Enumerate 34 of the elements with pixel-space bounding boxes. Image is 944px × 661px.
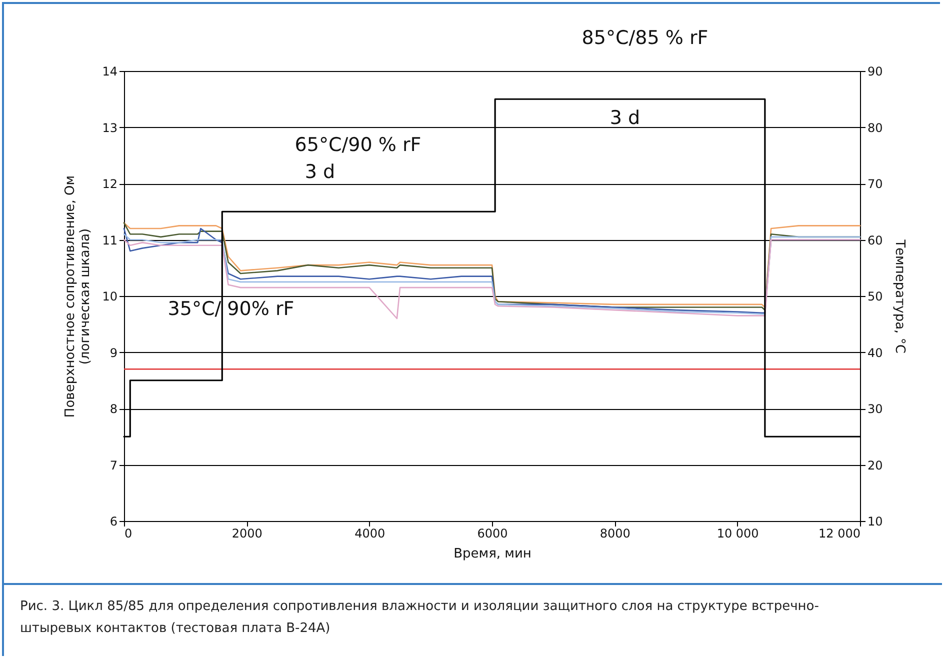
- x-tick-label: 12 000: [818, 526, 860, 540]
- y2-tick-label: 70: [868, 177, 883, 191]
- y2-axis-title: Температура, °C: [892, 238, 907, 354]
- y2-tick-label: 60: [868, 233, 883, 248]
- x-tick-label: 8000: [600, 526, 630, 540]
- text: Рис. 3. Цикл 85/85 для определения сопротивления влажности и изоляции защитного слоя на структуре встречно-штыревых контактов (тестовая плата B-24A): [20, 598, 820, 638]
- y2-tick-label: 80: [868, 120, 883, 135]
- y-tick-label: 7: [110, 458, 118, 472]
- x-tick-label: 0: [124, 526, 132, 540]
- y2-tick-label: 10: [868, 514, 883, 528]
- y-tick-label: 12: [102, 177, 118, 191]
- y-tick-label: 13: [102, 120, 118, 135]
- y-tick-label: 9: [110, 346, 118, 360]
- y-tick-label: 8: [110, 402, 118, 416]
- y-tick-label: 10: [102, 290, 118, 304]
- y-tick-label: 6: [110, 514, 118, 528]
- y2-tick-label: 20: [868, 458, 883, 472]
- x-tick-label: 2000: [232, 526, 262, 540]
- y2-tick-label: 50: [868, 290, 883, 304]
- annotation: 3 d: [610, 107, 640, 129]
- y-tick-label: 14: [102, 64, 118, 78]
- y-tick-label: 11: [102, 233, 118, 248]
- text: 85°C/85 % rF: [582, 27, 708, 49]
- x-axis-title: Время, мин: [454, 546, 532, 562]
- y2-tick-label: 90: [868, 64, 883, 78]
- y2-tick-label: 30: [868, 402, 883, 416]
- annotation: 65°C/90 % rF: [294, 134, 422, 156]
- x-tick-label: 6000: [477, 526, 508, 540]
- x-tick-label: 4000: [354, 526, 386, 540]
- annotation: 35°C/ 90% rF: [168, 298, 294, 320]
- y2-tick-label: 40: [868, 346, 883, 360]
- x-tick-label: 10 000: [716, 526, 759, 540]
- annotation: 3 d: [304, 161, 336, 183]
- y-axis-title: Поверхностное сопротивление, Ом (логическая шкала): [63, 175, 94, 418]
